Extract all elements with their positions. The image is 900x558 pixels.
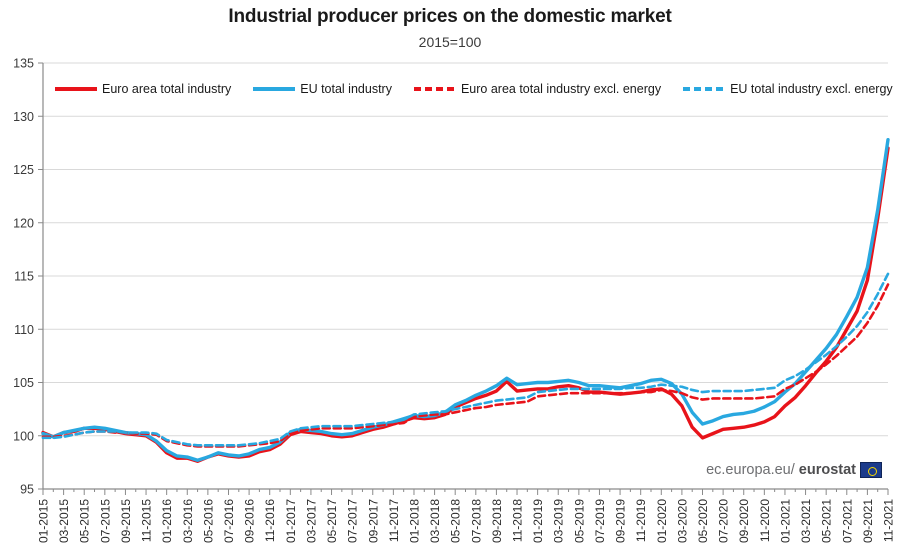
series-line bbox=[41, 146, 890, 464]
x-axis: 01-2015 03-2015 05-2015 07-2015 09-2015 11-20… bbox=[37, 488, 896, 543]
x-axis-tick-label: 01-2018 bbox=[407, 499, 421, 543]
x-axis-tick-label: 01-2015 bbox=[37, 499, 51, 543]
x-axis-tick-label: 05-2021 bbox=[820, 499, 834, 543]
x-axis-tick-label: 07-2020 bbox=[717, 499, 731, 543]
y-axis-tick-label: 110 bbox=[14, 323, 34, 337]
source-url-prefix: ec.europa.eu/ bbox=[706, 462, 795, 478]
x-axis-tick-label: 05-2019 bbox=[572, 499, 586, 543]
x-axis-tick-label: 01-2017 bbox=[284, 499, 298, 543]
legend-swatch-icon bbox=[413, 87, 456, 91]
source-attribution[interactable]: ec.europa.eu/eurostat bbox=[706, 462, 882, 478]
x-axis-tick-label: 01-2016 bbox=[160, 499, 174, 543]
x-axis-tick-label: 11-2020 bbox=[758, 499, 772, 542]
chart-subtitle: 2015=100 bbox=[418, 34, 482, 50]
x-axis-tick-label: 09-2021 bbox=[861, 499, 875, 543]
x-axis-tick-label: 07-2016 bbox=[222, 499, 236, 543]
y-axis-tick-label: 95 bbox=[20, 483, 34, 497]
x-axis-tick-label: 11-2019 bbox=[634, 499, 648, 542]
x-axis-tick-label: 09-2016 bbox=[243, 499, 257, 543]
x-axis-tick-label: 05-2016 bbox=[201, 499, 215, 543]
x-axis-tick-label: 01-2019 bbox=[531, 499, 545, 543]
x-axis-tick-label: 03-2019 bbox=[552, 499, 566, 543]
x-axis-tick-label: 03-2017 bbox=[304, 499, 318, 543]
x-axis-tick-label: 09-2017 bbox=[366, 499, 380, 543]
y-axis-tick-label: 100 bbox=[13, 429, 34, 443]
x-axis-tick-label: 07-2015 bbox=[98, 499, 112, 543]
legend-item[interactable]: Euro area total industry excl. energy bbox=[413, 82, 662, 96]
source-brand: eurostat bbox=[798, 462, 856, 478]
y-axis-tick-label: 115 bbox=[14, 270, 34, 284]
y-axis: 95 100 105 110 115 120 125 130 135 bbox=[13, 57, 44, 497]
y-axis-tick-label: 130 bbox=[13, 110, 34, 124]
x-axis-tick-label: 11-2021 bbox=[882, 499, 896, 542]
series-line bbox=[41, 137, 890, 462]
x-axis-tick-label: 11-2016 bbox=[263, 499, 277, 542]
x-axis-tick-label: 05-2017 bbox=[325, 499, 339, 543]
legend-item[interactable]: EU total industry excl. energy bbox=[683, 82, 893, 96]
legend-swatch-icon bbox=[683, 87, 726, 91]
x-axis-tick-label: 07-2019 bbox=[593, 499, 607, 543]
y-axis-tick-label: 105 bbox=[13, 376, 34, 390]
x-axis-tick-label: 07-2017 bbox=[346, 499, 360, 543]
x-axis-tick-label: 07-2021 bbox=[840, 499, 854, 543]
legend-item[interactable]: EU total industry bbox=[253, 82, 392, 96]
legend-label: Euro area total industry excl. energy bbox=[460, 82, 662, 96]
x-axis-tick-label: 03-2018 bbox=[428, 499, 442, 543]
x-axis-tick-label: 03-2015 bbox=[57, 499, 71, 543]
legend-label: EU total industry bbox=[300, 82, 392, 96]
series-line bbox=[41, 272, 890, 447]
x-axis-tick-label: 03-2021 bbox=[799, 499, 813, 543]
x-axis-tick-label: 01-2021 bbox=[778, 499, 792, 543]
legend-item[interactable]: Euro area total industry bbox=[55, 82, 231, 96]
x-axis-tick-label: 05-2018 bbox=[449, 499, 463, 543]
x-axis-tick-label: 05-2020 bbox=[696, 499, 710, 543]
x-axis-tick-label: 07-2018 bbox=[469, 499, 483, 543]
chart-title: Industrial producer prices on the domest… bbox=[228, 6, 672, 27]
legend-label: EU total industry excl. energy bbox=[730, 82, 893, 96]
x-axis-tick-label: 11-2018 bbox=[511, 499, 525, 542]
legend-swatch-icon bbox=[253, 86, 296, 92]
y-axis-tick-label: 135 bbox=[13, 57, 34, 71]
legend-label: Euro area total industry bbox=[102, 82, 232, 96]
x-axis-tick-label: 03-2020 bbox=[675, 499, 689, 543]
x-axis-tick-label: 09-2015 bbox=[119, 499, 133, 543]
x-axis-tick-label: 09-2020 bbox=[737, 499, 751, 543]
chart-legend: Euro area total industry EU total industr… bbox=[55, 78, 893, 100]
x-axis-tick-label: 03-2016 bbox=[181, 499, 195, 543]
legend-swatch-icon bbox=[55, 86, 97, 92]
x-axis-tick-label: 11-2015 bbox=[140, 499, 154, 542]
x-axis-tick-label: 01-2020 bbox=[655, 499, 669, 543]
y-axis-tick-label: 125 bbox=[13, 163, 34, 177]
x-axis-tick-label: 05-2015 bbox=[78, 499, 92, 543]
data-series bbox=[41, 137, 890, 464]
x-axis-tick-label: 09-2018 bbox=[490, 499, 504, 543]
y-axis-tick-label: 120 bbox=[13, 216, 34, 230]
x-axis-tick-label: 11-2017 bbox=[387, 499, 401, 542]
x-axis-tick-label: 09-2019 bbox=[614, 499, 628, 543]
gridlines bbox=[43, 62, 888, 437]
eu-flag-icon bbox=[860, 462, 882, 478]
